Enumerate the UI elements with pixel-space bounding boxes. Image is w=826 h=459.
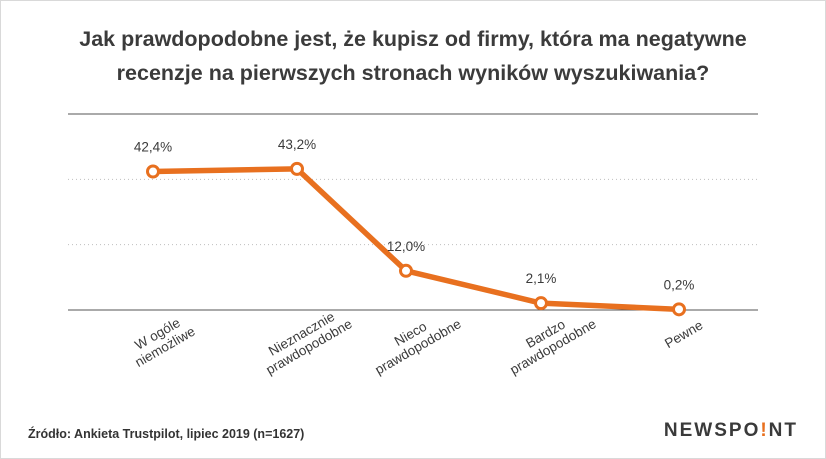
category-label-5: Pewne bbox=[662, 317, 705, 351]
data-label-3: 12,0% bbox=[387, 239, 425, 254]
chart-title: Jak prawdopodobne jest, że kupisz od fir… bbox=[0, 22, 826, 90]
chart-title-line-2: recenzje na pierwszych stronach wyników … bbox=[116, 61, 710, 85]
logo-text-end: NT bbox=[768, 420, 798, 441]
data-point-3 bbox=[399, 263, 413, 278]
source-note: Źródło: Ankieta Trustpilot, lipiec 2019 … bbox=[28, 427, 305, 441]
category-label-5-line-1: Pewne bbox=[662, 317, 705, 351]
data-label-2: 43,2% bbox=[278, 137, 316, 152]
data-label-1: 42,4% bbox=[134, 139, 172, 154]
data-point-2 bbox=[290, 161, 304, 176]
data-point-1 bbox=[146, 164, 160, 179]
data-label-5: 0,2% bbox=[664, 277, 695, 292]
newspoint-logo: NEWSPO!NT bbox=[664, 420, 798, 442]
logo-text-start: NEWSPO bbox=[663, 420, 761, 441]
chart-title-line-1: Jak prawdopodobne jest, że kupisz od fir… bbox=[79, 27, 747, 51]
logo-dot: ! bbox=[760, 420, 769, 441]
data-point-5 bbox=[672, 302, 686, 317]
data-point-4 bbox=[534, 296, 548, 311]
data-label-4: 2,1% bbox=[526, 271, 557, 286]
